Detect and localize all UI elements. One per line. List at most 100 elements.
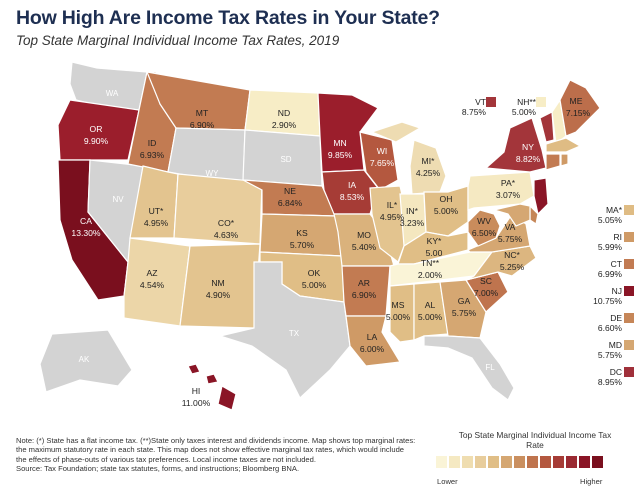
state-pa[interactable] [467,171,535,211]
legend-higher-label: Higher [580,477,603,486]
state-ak[interactable] [39,329,133,393]
label-ne-rate: 6.84% [278,198,303,208]
label-ar-rate: 6.90% [352,290,377,300]
swatch-de [624,313,634,323]
state-la[interactable] [345,315,401,367]
label-co: CO* [218,218,235,228]
label-or: OR [90,124,103,134]
label-nc: NC* [504,250,520,260]
state-ct[interactable] [545,153,561,171]
label-ky-rate: 5.00 [426,248,443,258]
legend-swatch-9 [540,456,551,468]
label-ar: AR [358,278,370,288]
state-ny[interactable] [484,117,547,173]
callout-ri: RI 5.99% [584,232,634,252]
label-pa-rate: 3.07% [496,190,521,200]
label-mt: MT [196,108,209,118]
label-ak: AK [79,355,90,364]
label-id: ID [148,138,157,148]
label-il-rate: 4.95% [380,212,405,222]
state-il[interactable] [369,185,411,263]
label-wy: WY [206,169,220,178]
state-me[interactable] [559,79,601,137]
label-co-rate: 4.63% [214,230,239,240]
label-hi: HI [192,386,201,396]
state-al[interactable] [413,281,449,341]
state-mn[interactable] [317,92,379,173]
state-hi[interactable] [187,363,237,411]
label-mo: MO [357,230,371,240]
state-vt[interactable] [539,111,555,143]
legend-swatch-3 [462,456,473,468]
state-ms[interactable] [389,283,415,343]
label-az-rate: 4.54% [140,280,165,290]
legend-swatch-7 [514,456,525,468]
swatch-dc [624,367,634,377]
state-nj[interactable] [533,177,549,216]
state-ri[interactable] [560,153,569,167]
callout-md: MD 5.75% [584,340,634,360]
label-wv: WV [477,216,491,226]
label-fl: FL [485,363,495,372]
state-fl[interactable] [423,335,515,401]
swatch-vt [486,97,496,107]
state-wv[interactable] [467,209,501,247]
label-nd-rate: 2.90% [272,120,297,130]
label-il: IL* [387,200,398,210]
label-ks-rate: 5.70% [290,240,315,250]
label-az: AZ [147,268,158,278]
label-ut: UT* [149,206,164,216]
legend-swatch-1 [436,456,447,468]
state-tx[interactable] [217,261,351,399]
label-hi-rate: 11.00% [182,398,211,408]
label-al: AL [425,300,436,310]
label-wi: WI [377,146,388,156]
label-ks: KS [296,228,308,238]
callout-de: DE 6.60% [584,313,634,333]
label-mn: MN [333,138,346,148]
label-ms-rate: 5.00% [386,312,411,322]
chart-subtitle: Top State Marginal Individual Income Tax… [16,33,340,48]
state-ma[interactable] [545,137,582,153]
label-la-rate: 6.00% [360,344,385,354]
label-al-rate: 5.00% [418,312,443,322]
callout-ct: CT 6.99% [584,259,634,279]
label-me-rate: 7.15% [566,108,591,118]
label-ny: NY [522,142,534,152]
label-ut-rate: 4.95% [144,218,169,228]
state-labels: WA OR 9.90% NV CA 13.30% ID 6.93% MT 6.9… [71,89,590,408]
label-ia: IA [348,180,356,190]
label-sc: SC [480,276,492,286]
label-mi: MI* [422,156,436,166]
label-mi-rate: 4.25% [416,168,441,178]
footnote: Note: (*) State has a flat income tax. (… [16,436,416,474]
state-md[interactable] [493,203,531,227]
legend-title: Top State Marginal Individual Income Tax… [458,430,612,450]
label-in-rate: 3.23% [400,218,425,228]
legend-swatch-5 [488,456,499,468]
label-ok-rate: 5.00% [302,280,327,290]
label-nc-rate: 5.25% [500,262,525,272]
callout-vt: VT 8.75% [450,97,496,117]
label-sc-rate: 7.00% [474,288,499,298]
legend-swatch-6 [501,456,512,468]
label-ga-rate: 5.75% [452,308,477,318]
swatch-ma [624,205,634,215]
label-wa: WA [106,89,119,98]
label-mn-rate: 9.85% [328,150,353,160]
callout-ma: MA* 5.05% [584,205,634,225]
label-ok: OK [308,268,321,278]
legend-swatch-11 [566,456,577,468]
label-or-rate: 9.90% [84,136,109,146]
swatch-nh [536,97,546,107]
label-me: ME [570,96,583,106]
label-ky: KY* [427,236,442,246]
label-nv: NV [112,195,124,204]
label-ga: GA [458,296,471,306]
label-oh: OH [440,194,453,204]
label-va: VA [505,222,516,232]
chart-title: How High Are Income Tax Rates in Your St… [16,7,440,29]
legend-swatch-10 [553,456,564,468]
label-ne: NE [284,186,296,196]
legend-color-scale [436,456,603,468]
